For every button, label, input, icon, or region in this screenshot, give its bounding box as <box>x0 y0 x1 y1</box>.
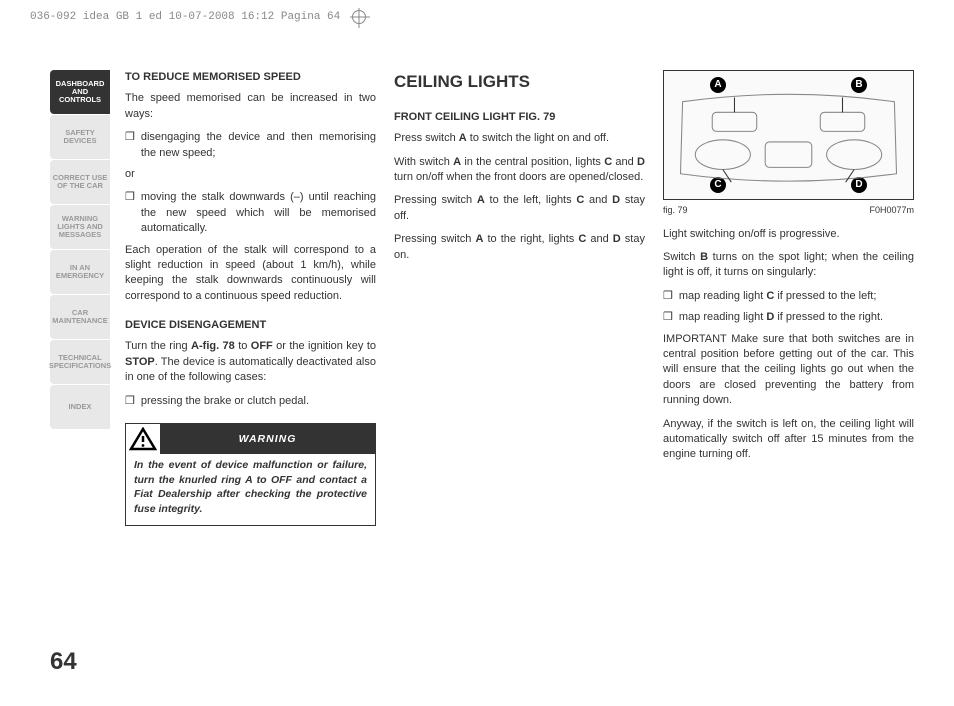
bullet-text: map reading light C if pressed to the le… <box>679 289 877 304</box>
ceiling-light-diagram <box>672 89 905 190</box>
warning-header: WARNING <box>126 424 375 454</box>
figure-number: fig. 79 <box>663 204 688 217</box>
header-text: 036-092 idea GB 1 ed 10-07-2008 16:12 Pa… <box>30 11 340 23</box>
bullet-marker-icon: ❒ <box>125 190 135 236</box>
bullet-marker-icon: ❒ <box>125 394 135 409</box>
para: Switch B turns on the spot light; when t… <box>663 250 914 281</box>
or-text: or <box>125 167 376 182</box>
bullet: ❒ disengaging the device and then memori… <box>125 130 376 161</box>
bullet-text: pressing the brake or clutch pedal. <box>141 394 309 409</box>
para: Pressing switch A to the right, lights C… <box>394 232 645 263</box>
figure-code: F0H0077m <box>869 204 914 217</box>
figure-caption: fig. 79 F0H0077m <box>663 204 914 217</box>
page-content: DASHBOARD AND CONTROLS SAFETY DEVICES CO… <box>30 50 924 686</box>
tab-emergency[interactable]: IN AN EMERGENCY <box>50 250 110 294</box>
para: Pressing switch A to the left, lights C … <box>394 193 645 224</box>
heading-ceiling-lights: CEILING LIGHTS <box>394 70 645 94</box>
column-1: TO REDUCE MEMORISED SPEED The speed memo… <box>125 70 376 526</box>
bullet: ❒ map reading light D if pressed to the … <box>663 310 914 325</box>
crop-mark-icon <box>352 10 366 24</box>
print-header: 036-092 idea GB 1 ed 10-07-2008 16:12 Pa… <box>30 10 366 24</box>
tab-technical[interactable]: TECHNICAL SPECIFICATIONS <box>50 340 110 384</box>
bullet-marker-icon: ❒ <box>125 130 135 161</box>
heading-disengagement: DEVICE DISENGAGEMENT <box>125 318 376 333</box>
heading-front-ceiling: FRONT CEILING LIGHT fig. 79 <box>394 110 645 125</box>
section-tabs: DASHBOARD AND CONTROLS SAFETY DEVICES CO… <box>50 70 110 429</box>
bullet: ❒ moving the stalk downwards (–) until r… <box>125 190 376 236</box>
bullet: ❒ map reading light C if pressed to the … <box>663 289 914 304</box>
column-3: A B C D fig. 79 F0 <box>663 70 914 526</box>
column-2: CEILING LIGHTS FRONT CEILING LIGHT fig. … <box>394 70 645 526</box>
heading-reduce-speed: TO REDUCE MEMORISED SPEED <box>125 70 376 85</box>
para: The speed memorised can be increased in … <box>125 91 376 122</box>
tab-warning-lights[interactable]: WARNING LIGHTS AND MESSAGES <box>50 205 110 249</box>
warning-title: WARNING <box>160 428 375 451</box>
para: With switch A in the central position, l… <box>394 155 645 186</box>
tab-safety[interactable]: SAFETY DEVICES <box>50 115 110 159</box>
tab-index[interactable]: INDEX <box>50 385 110 429</box>
tab-correct-use[interactable]: CORRECT USE OF THE CAR <box>50 160 110 204</box>
bullet-marker-icon: ❒ <box>663 289 673 304</box>
tab-maintenance[interactable]: CAR MAINTENANCE <box>50 295 110 339</box>
figure-79: A B C D <box>663 70 914 200</box>
warning-triangle-icon <box>126 424 160 454</box>
bullet-text: map reading light D if pressed to the ri… <box>679 310 883 325</box>
warning-box: WARNING In the event of device malfuncti… <box>125 423 376 526</box>
bullet-marker-icon: ❒ <box>663 310 673 325</box>
warning-body: In the event of device malfunction or fa… <box>126 454 375 525</box>
bullet-text: moving the stalk downwards (–) until rea… <box>141 190 376 236</box>
bullet: ❒ pressing the brake or clutch pedal. <box>125 394 376 409</box>
para: Light switching on/off is progressive. <box>663 227 914 242</box>
para: Anyway, if the switch is left on, the ce… <box>663 417 914 463</box>
tab-dashboard[interactable]: DASHBOARD AND CONTROLS <box>50 70 110 114</box>
bullet-text: disengaging the device and then memorisi… <box>141 130 376 161</box>
para: Each operation of the stalk will corresp… <box>125 243 376 305</box>
para-important: IMPORTANT Make sure that both switches a… <box>663 332 914 409</box>
para: Turn the ring A-fig. 78 to OFF or the ig… <box>125 339 376 385</box>
para: Press switch A to switch the light on an… <box>394 131 645 146</box>
page-number: 64 <box>50 648 77 676</box>
main-columns: TO REDUCE MEMORISED SPEED The speed memo… <box>125 70 914 526</box>
